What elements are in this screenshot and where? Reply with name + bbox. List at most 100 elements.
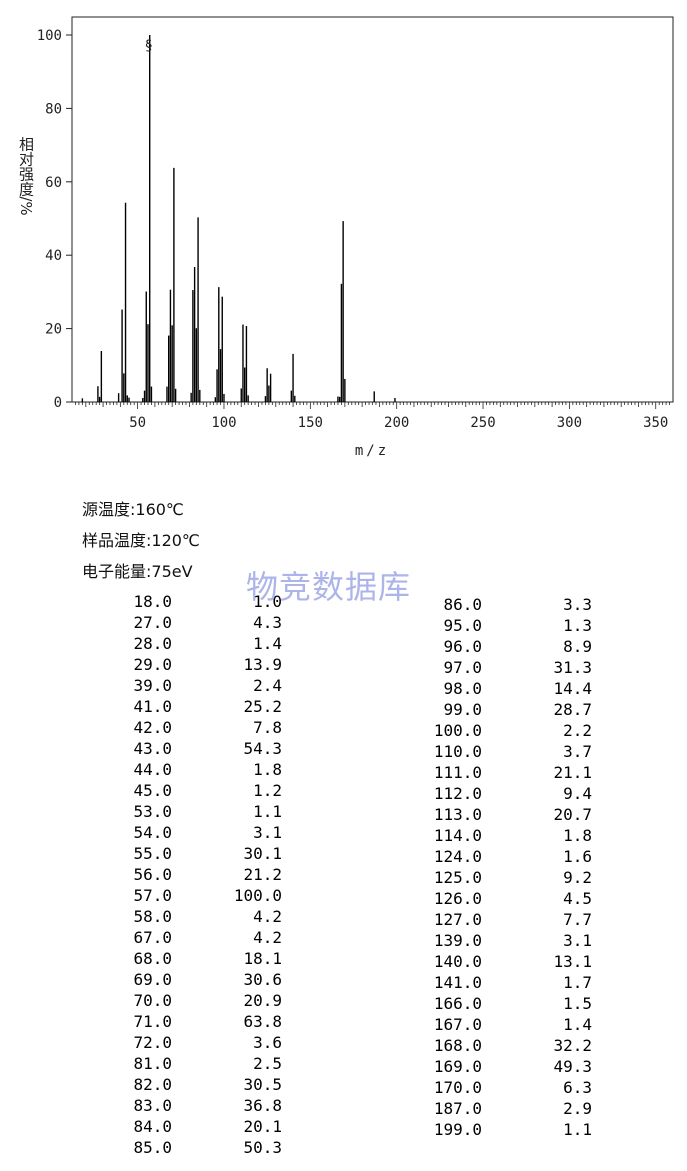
mz-value: 110.0	[433, 742, 482, 761]
table-row: 169.0 49.3	[418, 1056, 592, 1077]
mz-value: 71.0	[133, 1012, 172, 1031]
plot-frame	[71, 16, 674, 403]
x-tick-label: 350	[643, 415, 668, 431]
mz-value: 27.0	[133, 613, 172, 632]
table-row: 86.0 3.3	[418, 594, 592, 615]
mz-value: 85.0	[133, 1138, 172, 1157]
abundance-value: 3.7	[563, 742, 592, 761]
x-axis: 50 100 150 200 250 300 350	[75, 402, 670, 431]
mz-value: 57.0	[133, 886, 172, 905]
mz-value: 97.0	[443, 658, 482, 677]
table-row: 140.0 13.1	[418, 951, 592, 972]
mz-value: 140.0	[433, 952, 482, 971]
mz-value: 53.0	[133, 802, 172, 821]
table-row: 83.0 36.8	[110, 1095, 282, 1116]
table-row: 199.0 1.1	[418, 1119, 592, 1140]
source-temperature: 源温度:160℃	[82, 500, 184, 519]
table-row: 126.0 4.5	[418, 888, 592, 909]
table-row: 141.0 1.7	[418, 972, 592, 993]
abundance-value: 2.5	[253, 1054, 282, 1073]
abundance-value: 30.6	[243, 970, 282, 989]
abundance-value: 13.1	[553, 952, 592, 971]
abundance-value: 7.7	[563, 910, 592, 929]
mz-value: 56.0	[133, 865, 172, 884]
abundance-value: 1.8	[253, 760, 282, 779]
table-row: 127.0 7.7	[418, 909, 592, 930]
abundance-value: 1.8	[563, 826, 592, 845]
table-row: 81.0 2.5	[110, 1053, 282, 1074]
sample-temperature: 样品温度:120℃	[82, 531, 200, 550]
mz-value: 55.0	[133, 844, 172, 863]
mz-value: 29.0	[133, 655, 172, 674]
mz-value: 125.0	[433, 868, 482, 887]
mz-value: 111.0	[433, 763, 482, 782]
peak-table-right: 86.0 3.3 95.0 1.3 96.0 8.9 97.0 31.3 98.0 14.4 99.…	[418, 594, 592, 1140]
mz-value: 187.0	[433, 1099, 482, 1118]
x-tick-label: 300	[557, 415, 582, 431]
mz-value: 18.0	[133, 592, 172, 611]
abundance-value: 4.3	[253, 613, 282, 632]
abundance-value: 25.2	[243, 697, 282, 716]
abundance-value: 1.3	[563, 616, 592, 635]
abundance-value: 63.8	[243, 1012, 282, 1031]
abundance-value: 1.1	[563, 1120, 592, 1139]
abundance-value: 20.7	[553, 805, 592, 824]
y-tick-label: 0	[54, 395, 62, 411]
abundance-value: 1.5	[563, 994, 592, 1013]
y-axis: 0 20 40 60 80 100	[37, 28, 72, 411]
table-row: 18.0 1.0	[110, 591, 282, 612]
mz-value: 166.0	[433, 994, 482, 1013]
abundance-value: 4.5	[563, 889, 592, 908]
table-row: 99.0 28.7	[418, 699, 592, 720]
mz-value: 100.0	[433, 721, 482, 740]
mz-value: 98.0	[443, 679, 482, 698]
abundance-value: 30.5	[243, 1075, 282, 1094]
abundance-value: 21.1	[553, 763, 592, 782]
abundance-value: 30.1	[243, 844, 282, 863]
abundance-value: 1.1	[253, 802, 282, 821]
table-row: 168.0 32.2	[418, 1035, 592, 1056]
table-row: 139.0 3.1	[418, 930, 592, 951]
table-row: 110.0 3.7	[418, 741, 592, 762]
abundance-value: 1.7	[563, 973, 592, 992]
abundance-value: 9.2	[563, 868, 592, 887]
abundance-value: 36.8	[243, 1096, 282, 1115]
table-row: 166.0 1.5	[418, 993, 592, 1014]
table-row: 39.0 2.4	[110, 675, 282, 696]
mz-value: 28.0	[133, 634, 172, 653]
mz-value: 42.0	[133, 718, 172, 737]
mz-value: 126.0	[433, 889, 482, 908]
mz-value: 69.0	[133, 970, 172, 989]
table-row: 187.0 2.9	[418, 1098, 592, 1119]
table-row: 167.0 1.4	[418, 1014, 592, 1035]
mz-value: 127.0	[433, 910, 482, 929]
mz-value: 54.0	[133, 823, 172, 842]
y-tick-label: 20	[45, 322, 62, 338]
table-row: 41.0 25.2	[110, 696, 282, 717]
mz-value: 99.0	[443, 700, 482, 719]
x-tick-label: 50	[129, 415, 146, 431]
table-row: 69.0 30.6	[110, 969, 282, 990]
abundance-value: 8.9	[563, 637, 592, 656]
abundance-value: 18.1	[243, 949, 282, 968]
mz-value: 41.0	[133, 697, 172, 716]
mz-value: 167.0	[433, 1015, 482, 1034]
x-tick-label: 100	[211, 415, 236, 431]
electron-energy: 电子能量:75eV	[82, 562, 193, 581]
abundance-value: 1.4	[563, 1015, 592, 1034]
abundance-value: 50.3	[243, 1138, 282, 1157]
abundance-value: 3.1	[253, 823, 282, 842]
abundance-value: 4.2	[253, 928, 282, 947]
mz-value: 170.0	[433, 1078, 482, 1097]
abundance-value: 1.4	[253, 634, 282, 653]
table-row: 85.0 50.3	[110, 1137, 282, 1158]
table-row: 84.0 20.1	[110, 1116, 282, 1137]
table-row: 54.0 3.1	[110, 822, 282, 843]
abundance-value: 49.3	[553, 1057, 592, 1076]
abundance-value: 1.6	[563, 847, 592, 866]
mz-value: 84.0	[133, 1117, 172, 1136]
x-tick-label: 250	[470, 415, 495, 431]
table-row: 125.0 9.2	[418, 867, 592, 888]
abundance-value: 3.3	[563, 595, 592, 614]
